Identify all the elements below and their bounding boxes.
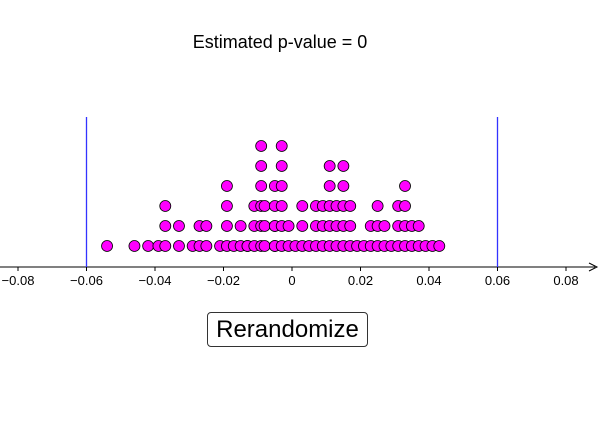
data-dot (234, 220, 247, 232)
x-tick-label: −0.08 (2, 273, 35, 288)
p-value-label: Estimated p-value = 0 (192, 32, 368, 52)
x-tick-label: 0.08 (553, 273, 578, 288)
data-dot (255, 140, 268, 152)
x-tick-label: −0.06 (70, 273, 103, 288)
data-dot (255, 180, 268, 192)
data-dot (159, 220, 172, 232)
data-dot (159, 240, 172, 252)
data-dot (337, 180, 350, 192)
data-dot (200, 220, 213, 232)
x-tick-label: −0.04 (139, 273, 172, 288)
data-dot (221, 180, 233, 192)
data-dot (344, 200, 357, 212)
data-dot (371, 200, 384, 212)
x-axis-arrow (588, 262, 599, 272)
data-dot (275, 180, 288, 192)
data-dot (275, 200, 288, 212)
data-dot (399, 200, 411, 212)
data-dot (258, 220, 271, 232)
data-dot (399, 180, 411, 192)
data-dot (323, 160, 336, 172)
data-dot (275, 140, 288, 152)
x-tick-label: 0.02 (348, 273, 373, 288)
data-dot (433, 240, 446, 252)
data-dot (200, 240, 213, 252)
rerandomize-button[interactable]: Rerandomize (207, 312, 368, 347)
data-dot (258, 200, 271, 212)
data-dot (255, 160, 268, 172)
data-dot (296, 200, 309, 212)
data-dot (128, 240, 141, 252)
x-tick-label: 0.04 (416, 273, 441, 288)
data-dot (412, 220, 425, 232)
x-tick-label: 0.06 (485, 273, 510, 288)
data-dot (378, 220, 391, 232)
data-dot (337, 160, 350, 172)
x-tick-label: −0.02 (207, 273, 240, 288)
data-dot (323, 180, 336, 192)
data-dot (173, 240, 185, 252)
data-dot (258, 240, 271, 252)
data-dot (296, 220, 309, 232)
data-dot (142, 240, 155, 252)
data-dot (221, 220, 233, 232)
data-dot (282, 220, 295, 232)
x-tick-label: 0 (288, 273, 295, 288)
data-dot (101, 240, 113, 252)
data-dot (275, 160, 288, 172)
data-dot (173, 220, 185, 232)
data-dot (221, 200, 233, 212)
data-dot (159, 200, 172, 212)
data-dot (344, 220, 357, 232)
